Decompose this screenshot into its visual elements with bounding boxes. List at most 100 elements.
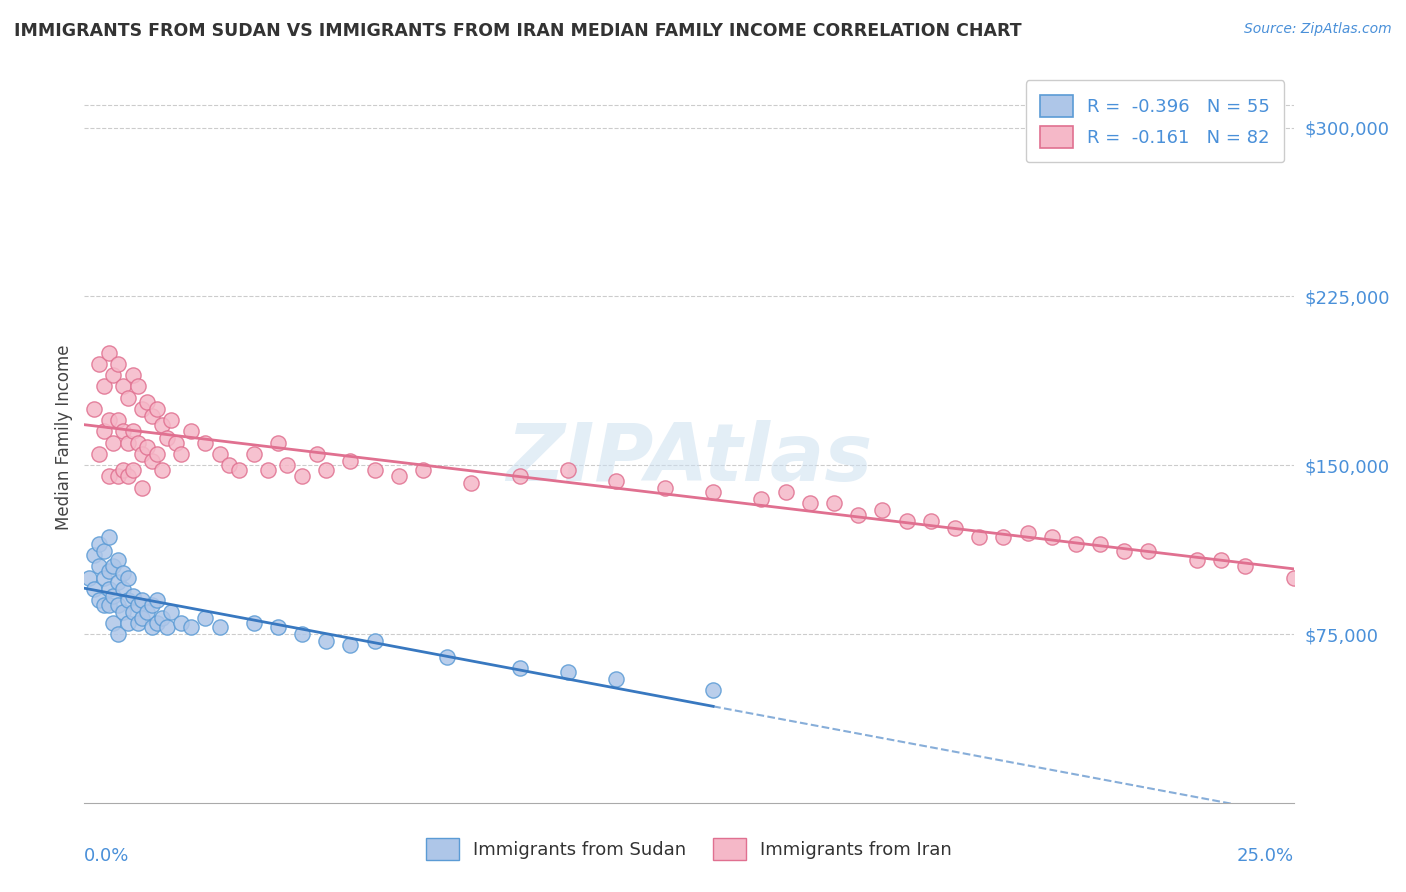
Point bbox=[112, 566, 135, 581]
Point bbox=[117, 435, 139, 450]
Point bbox=[112, 582, 135, 596]
Point bbox=[305, 447, 328, 461]
Point bbox=[150, 611, 173, 625]
Point bbox=[557, 463, 579, 477]
Point bbox=[146, 593, 169, 607]
Point bbox=[121, 605, 143, 619]
Point bbox=[242, 447, 264, 461]
Point bbox=[509, 469, 531, 483]
Point bbox=[339, 638, 361, 652]
Point bbox=[920, 515, 942, 529]
Point bbox=[87, 357, 110, 371]
Point bbox=[702, 485, 724, 500]
Point bbox=[77, 571, 100, 585]
Point bbox=[339, 453, 361, 467]
Point bbox=[83, 548, 105, 562]
Point bbox=[160, 605, 183, 619]
Point bbox=[127, 598, 149, 612]
Point bbox=[775, 485, 797, 500]
Point bbox=[146, 401, 169, 416]
Point bbox=[1234, 559, 1257, 574]
Point bbox=[218, 458, 240, 473]
Point bbox=[412, 463, 434, 477]
Point bbox=[131, 447, 153, 461]
Point bbox=[993, 530, 1015, 544]
Point bbox=[103, 615, 125, 630]
Point bbox=[605, 474, 627, 488]
Point bbox=[131, 481, 153, 495]
Point bbox=[208, 620, 231, 634]
Y-axis label: Median Family Income: Median Family Income bbox=[55, 344, 73, 530]
Point bbox=[87, 447, 110, 461]
Point bbox=[155, 431, 177, 445]
Point bbox=[751, 491, 773, 506]
Point bbox=[87, 537, 110, 551]
Point bbox=[97, 530, 120, 544]
Point bbox=[107, 357, 129, 371]
Point bbox=[194, 435, 217, 450]
Point bbox=[136, 395, 159, 409]
Point bbox=[127, 379, 149, 393]
Point bbox=[127, 435, 149, 450]
Point bbox=[141, 598, 163, 612]
Point bbox=[872, 503, 894, 517]
Point bbox=[291, 469, 314, 483]
Point bbox=[131, 401, 153, 416]
Point bbox=[257, 463, 280, 477]
Point bbox=[165, 435, 187, 450]
Point bbox=[127, 615, 149, 630]
Point bbox=[170, 447, 193, 461]
Text: 25.0%: 25.0% bbox=[1236, 847, 1294, 864]
Text: 0.0%: 0.0% bbox=[84, 847, 129, 864]
Point bbox=[436, 649, 458, 664]
Point bbox=[112, 425, 135, 439]
Point bbox=[141, 453, 163, 467]
Point bbox=[823, 496, 845, 510]
Point bbox=[107, 413, 129, 427]
Point bbox=[121, 463, 143, 477]
Point bbox=[1209, 553, 1232, 567]
Point bbox=[103, 559, 125, 574]
Point bbox=[97, 469, 120, 483]
Point bbox=[117, 391, 139, 405]
Point bbox=[896, 515, 918, 529]
Point bbox=[117, 615, 139, 630]
Point bbox=[228, 463, 250, 477]
Point bbox=[87, 593, 110, 607]
Point bbox=[1064, 537, 1087, 551]
Point bbox=[107, 627, 129, 641]
Point bbox=[943, 521, 966, 535]
Point bbox=[363, 633, 385, 648]
Point bbox=[180, 425, 202, 439]
Point bbox=[146, 447, 169, 461]
Point bbox=[97, 564, 120, 578]
Point bbox=[83, 401, 105, 416]
Point bbox=[112, 605, 135, 619]
Point bbox=[208, 447, 231, 461]
Point bbox=[121, 368, 143, 383]
Point bbox=[87, 559, 110, 574]
Point bbox=[141, 409, 163, 423]
Point bbox=[291, 627, 314, 641]
Point bbox=[97, 598, 120, 612]
Point bbox=[654, 481, 676, 495]
Point bbox=[150, 463, 173, 477]
Point bbox=[93, 379, 115, 393]
Point bbox=[136, 440, 159, 454]
Point bbox=[103, 435, 125, 450]
Point bbox=[117, 571, 139, 585]
Point bbox=[131, 611, 153, 625]
Point bbox=[112, 379, 135, 393]
Point bbox=[194, 611, 217, 625]
Point bbox=[97, 413, 120, 427]
Point bbox=[146, 615, 169, 630]
Point bbox=[170, 615, 193, 630]
Point bbox=[1114, 543, 1136, 558]
Point bbox=[557, 665, 579, 680]
Point bbox=[97, 345, 120, 359]
Point bbox=[267, 435, 290, 450]
Point bbox=[131, 593, 153, 607]
Legend: Immigrants from Sudan, Immigrants from Iran: Immigrants from Sudan, Immigrants from I… bbox=[419, 830, 959, 867]
Point bbox=[117, 469, 139, 483]
Point bbox=[107, 469, 129, 483]
